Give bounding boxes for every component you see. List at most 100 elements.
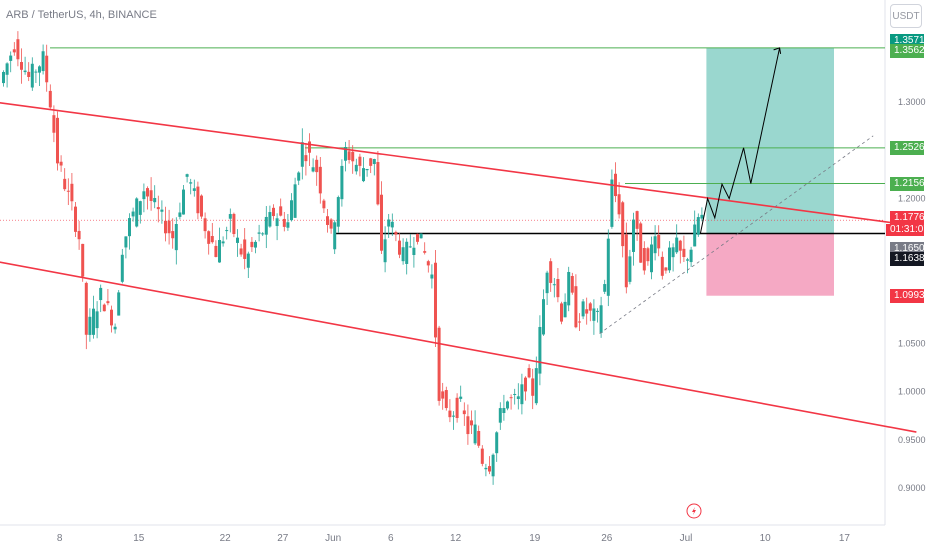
price-level-label: 1.0993 [890, 288, 925, 303]
candle-body [390, 221, 394, 228]
candle-body [632, 219, 635, 252]
candle-body [621, 202, 625, 247]
candle-body [77, 230, 81, 240]
candle-body [333, 222, 337, 250]
candle-body [578, 321, 581, 323]
price-level-label: 1.2156 [890, 176, 925, 191]
candle-body [336, 197, 340, 227]
x-tick-label: 26 [601, 533, 613, 544]
candle-body [344, 147, 347, 161]
candle-body [182, 189, 185, 215]
currency-button[interactable]: USDT [890, 4, 922, 28]
candle-body [531, 378, 535, 396]
candle-body [290, 200, 293, 221]
candle-body [228, 214, 232, 219]
candle-body [178, 212, 182, 217]
candle-body [596, 310, 599, 312]
candle-body [30, 63, 34, 88]
candle-body [567, 271, 571, 306]
candle-body [444, 390, 448, 409]
candle-body [380, 194, 383, 251]
x-tick-label: 17 [839, 533, 851, 544]
candle-body [160, 209, 164, 212]
candle-body [646, 248, 650, 262]
candle-body [128, 218, 131, 237]
candle-body [142, 191, 146, 200]
candle-body [38, 66, 41, 73]
candle-body [545, 272, 549, 294]
candle-body [592, 308, 596, 321]
candle-body [300, 142, 304, 167]
candle-body [95, 311, 99, 329]
candle-body [236, 237, 239, 243]
candle-body [293, 184, 297, 218]
candle-body [362, 168, 365, 182]
candle-body [650, 244, 653, 273]
candle-body [387, 219, 391, 227]
candle-body [574, 286, 578, 328]
candle-body [99, 287, 103, 301]
candle-body [16, 39, 20, 60]
candle-body [502, 407, 506, 414]
candle-body [581, 301, 585, 317]
candle-body [156, 207, 160, 210]
candle-body [556, 279, 560, 298]
candle-body [5, 63, 9, 75]
candle-body [610, 179, 614, 227]
candle-body [524, 377, 527, 392]
candle-body [297, 172, 301, 181]
candle-body [63, 178, 67, 190]
candle-body [394, 231, 398, 235]
candle-body [653, 236, 657, 254]
candle-body [376, 162, 380, 205]
x-tick-label: 27 [277, 533, 289, 544]
y-tick-label: 0.9500 [898, 435, 926, 445]
candle-body [426, 261, 430, 266]
candle-body [585, 309, 589, 314]
candle-body [419, 233, 423, 239]
x-tick-label: 8 [57, 533, 63, 544]
candle-body [9, 55, 13, 61]
candle-body [56, 117, 59, 164]
x-tick-label: 12 [450, 533, 462, 544]
candle-body [214, 245, 218, 257]
candle-body [412, 247, 416, 255]
candle-body [495, 432, 499, 454]
candle-body [225, 230, 229, 232]
candle-body [520, 384, 524, 405]
candle-body [20, 62, 23, 70]
y-tick-label: 0.9000 [898, 483, 926, 493]
lightning-bolt [692, 507, 696, 515]
candle-body [2, 71, 5, 84]
price-level-label: 1.3562 [890, 43, 925, 58]
candle-body [27, 71, 31, 77]
candle-body [664, 267, 668, 271]
support-trendline [599, 135, 874, 334]
candle-body [408, 246, 412, 248]
candle-body [423, 251, 427, 253]
candle-body [131, 211, 135, 217]
y-tick-label: 1.0000 [898, 387, 926, 397]
candle-body [232, 213, 236, 235]
candle-body [462, 410, 466, 415]
candle-body [603, 284, 607, 292]
candle-body [686, 259, 689, 261]
candle-body [52, 115, 56, 133]
loss-zone [706, 233, 834, 296]
bar-countdown: 01:31:07 [886, 224, 929, 237]
candle-body [113, 326, 117, 330]
candle-body [513, 393, 517, 395]
candle-body [693, 224, 697, 247]
candle-body [516, 396, 520, 399]
projection-path [699, 47, 781, 234]
candle-body [383, 239, 387, 263]
candle-body [250, 241, 254, 248]
candle-body [117, 292, 121, 316]
candle-body [441, 391, 445, 399]
candle-body [459, 396, 463, 399]
candle-body [430, 274, 434, 279]
candle-body [304, 155, 308, 162]
candle-body [189, 182, 193, 184]
